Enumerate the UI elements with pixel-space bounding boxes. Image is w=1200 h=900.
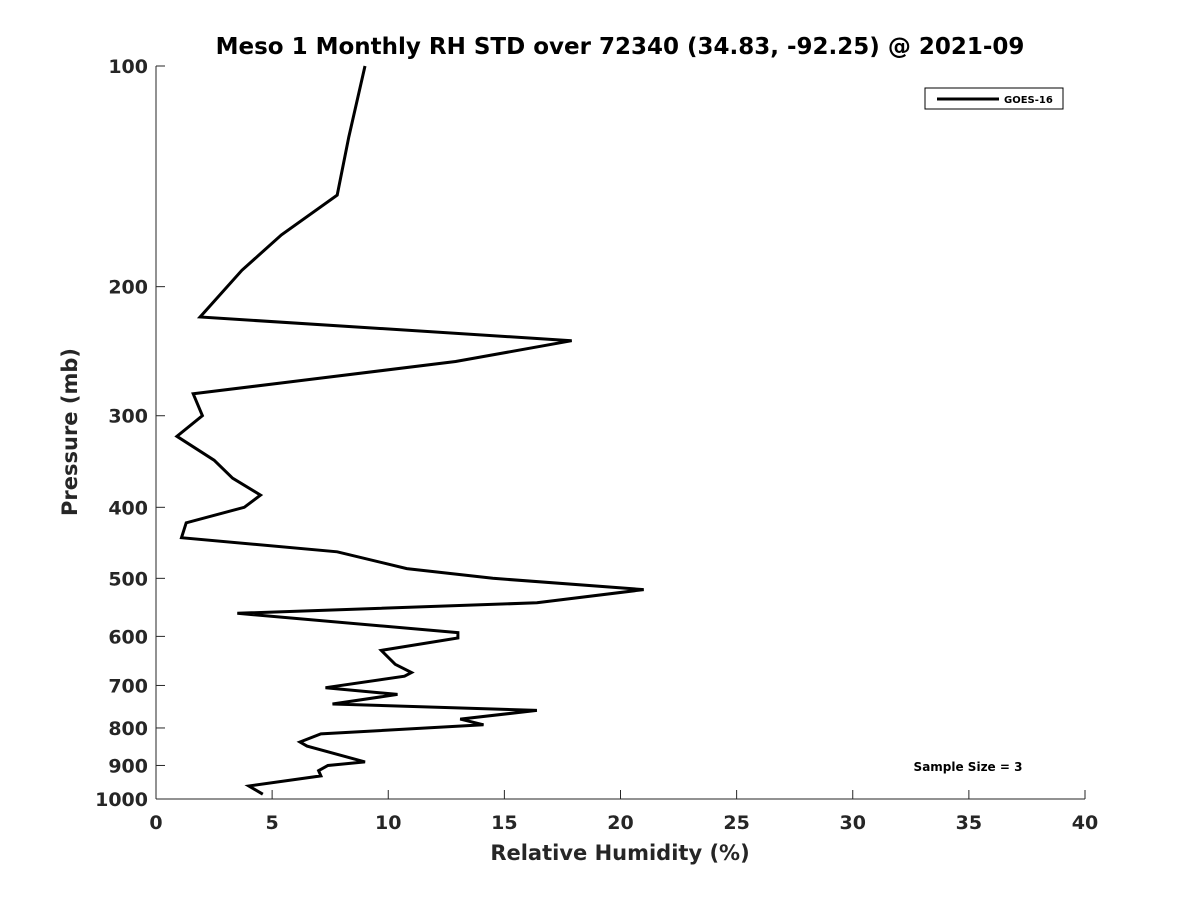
y-tick-label: 800 [108, 718, 148, 740]
x-tick-label: 0 [149, 812, 162, 834]
series-line [174, 65, 644, 796]
x-tick-label: 25 [723, 812, 749, 834]
y-tick-label: 1000 [95, 789, 148, 811]
y-tick-label: 600 [108, 626, 148, 648]
legend: GOES-16 [924, 87, 1064, 110]
y-tick-label: 400 [108, 497, 148, 519]
y-tick-label: 700 [108, 675, 148, 697]
x-tick-label: 30 [840, 812, 866, 834]
y-tick-label: 500 [108, 568, 148, 590]
x-tick-label: 15 [491, 812, 517, 834]
sample-size-annotation: Sample Size = 3 [914, 760, 1023, 774]
legend-label: GOES-16 [1004, 95, 1053, 106]
chart-title: Meso 1 Monthly RH STD over 72340 (34.83,… [216, 34, 1025, 60]
y-axis-label: Pressure (mb) [58, 348, 82, 516]
x-tick-label: 20 [607, 812, 633, 834]
y-tick-label: 300 [108, 406, 148, 428]
axes-group: 0 5 10 15 20 25 30 35 40 100 200 300 400 500 600 700 800… [95, 56, 1098, 834]
y-tick-label: 100 [108, 56, 148, 78]
y-tick-label: 200 [108, 277, 148, 299]
x-axis-label: Relative Humidity (%) [490, 841, 749, 865]
x-tick-label: 40 [1072, 812, 1098, 834]
series-layer [174, 65, 644, 796]
x-tick-label: 35 [956, 812, 982, 834]
y-tick-label: 900 [108, 755, 148, 777]
x-tick-label: 10 [375, 812, 401, 834]
x-tick-label: 5 [266, 812, 279, 834]
